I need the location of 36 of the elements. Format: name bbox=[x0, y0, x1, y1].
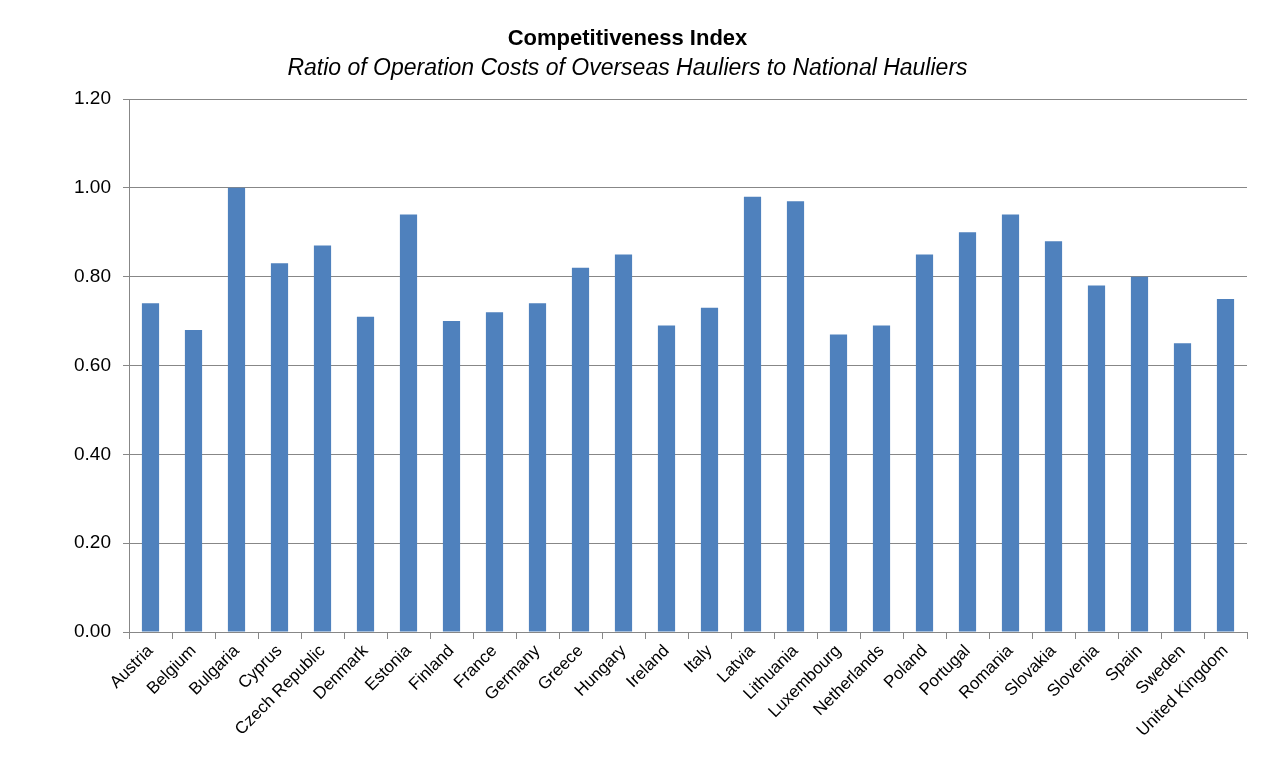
bar bbox=[700, 307, 719, 632]
bar bbox=[958, 232, 977, 632]
bar bbox=[399, 214, 418, 632]
bar bbox=[786, 201, 805, 632]
y-tick-label: 0.40 bbox=[74, 442, 111, 464]
bar bbox=[1087, 285, 1106, 632]
bar bbox=[356, 316, 375, 632]
bar bbox=[313, 245, 332, 632]
x-tick-label: Italy bbox=[680, 640, 716, 677]
bar bbox=[528, 303, 547, 632]
y-tick-label: 1.00 bbox=[74, 176, 111, 198]
bar bbox=[571, 267, 590, 632]
bar bbox=[743, 196, 762, 632]
y-tick-label: 0.20 bbox=[74, 531, 111, 553]
bar bbox=[1001, 214, 1020, 632]
bar bbox=[657, 325, 676, 632]
bar bbox=[1044, 241, 1063, 632]
bar bbox=[141, 303, 160, 632]
y-tick-label: 0.80 bbox=[74, 264, 111, 286]
bar bbox=[442, 321, 461, 632]
bar bbox=[227, 187, 246, 632]
bar bbox=[485, 312, 504, 632]
bar bbox=[1130, 276, 1149, 632]
chart-title: Competitiveness Index bbox=[507, 25, 749, 51]
y-tick-label: 0.00 bbox=[74, 620, 111, 642]
bar bbox=[829, 334, 848, 632]
y-tick-label: 1.20 bbox=[74, 87, 111, 109]
bar bbox=[184, 329, 203, 632]
bar bbox=[1173, 343, 1192, 632]
bar bbox=[915, 254, 934, 632]
bar bbox=[270, 263, 289, 632]
bar bbox=[614, 254, 633, 632]
bar bbox=[872, 325, 891, 632]
chart-subtitle: Ratio of Operation Costs of Overseas Hauliers to National Hauliers bbox=[287, 53, 969, 80]
y-tick-label: 0.60 bbox=[74, 353, 111, 375]
bar bbox=[1216, 298, 1235, 632]
